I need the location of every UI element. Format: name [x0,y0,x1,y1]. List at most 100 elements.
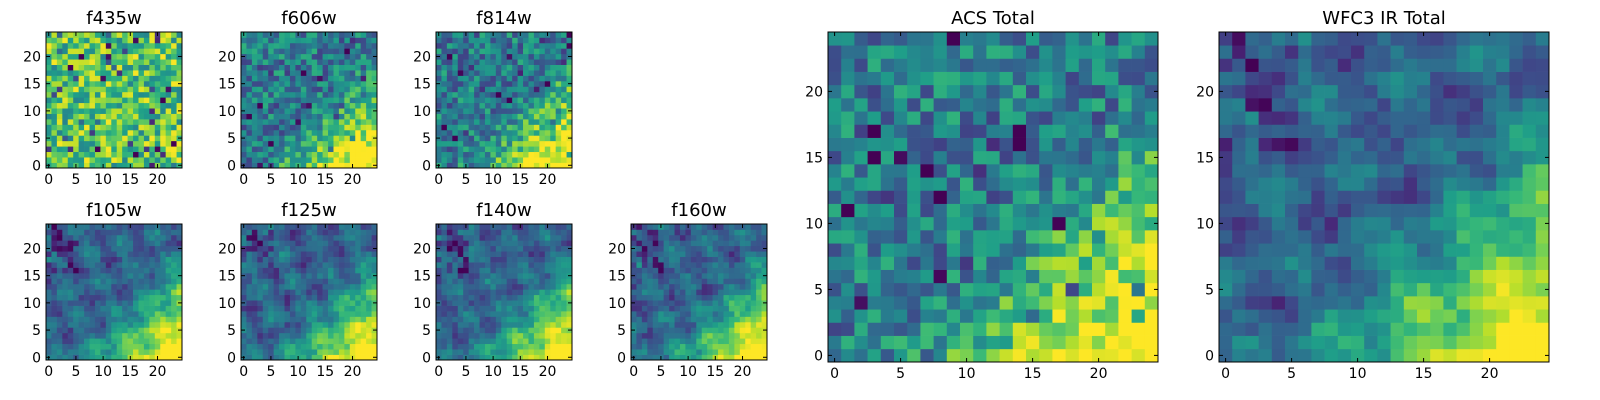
heatmap-cell [149,157,156,163]
heatmap-cell [1026,348,1040,363]
heatmap-cell [360,140,367,147]
heatmap-cell [652,224,659,230]
heatmap-cell [317,48,323,55]
heatmap-cell [1012,216,1027,231]
heatmap-cell [457,151,464,158]
heatmap-cell [528,229,535,236]
heatmap-cell [289,289,296,296]
heatmap-cell [750,234,757,241]
heatmap-cell [707,327,713,334]
heatmap-cell [544,294,551,301]
heatmap-cell [457,305,464,312]
heatmap-cell [555,245,562,252]
heatmap-cell [495,240,502,247]
heatmap-cell [268,300,274,306]
heatmap-cell [1131,216,1146,231]
heatmap-cell [366,162,372,169]
heatmap-cell [366,97,372,104]
heatmap-cell [165,332,172,339]
heatmap-cell [73,75,79,82]
x-tick-label: 10 [484,172,502,188]
heatmap-cell [344,59,351,65]
heatmap-cell [756,262,762,268]
heatmap-cell [468,64,475,71]
heatmap-cell [474,119,480,125]
heatmap-cell [712,240,719,247]
heatmap-cell [566,338,573,345]
heatmap-cell [154,86,161,93]
heatmap-cell [707,267,713,274]
heatmap-cell [1131,309,1146,323]
heatmap-cell [127,80,134,87]
y-tick-label: 0 [422,158,431,174]
heatmap-cell [311,245,318,252]
heatmap-cell [457,157,464,163]
heatmap-cell [84,91,90,98]
heatmap-cell [1065,243,1080,257]
heatmap-cell [171,135,177,142]
heatmap-cell [67,321,74,328]
heatmap-cell [696,327,703,334]
heatmap-cell [723,321,730,328]
heatmap-cell [986,150,1000,165]
heatmap-cell [355,32,362,38]
heatmap-cell [67,146,74,153]
heatmap-cell [441,229,448,236]
heatmap-cell [322,289,329,296]
heatmap-cell [279,146,285,153]
heatmap-cell [561,91,567,98]
heatmap-cell [300,119,307,125]
heatmap-cell [171,316,177,323]
heatmap-cell [127,343,134,350]
heatmap-cell [463,97,469,104]
heatmap-cell [647,332,654,339]
heatmap-cell [436,251,442,257]
heatmap-cell [176,37,183,44]
heatmap-cell [73,124,79,131]
heatmap-cell [907,256,921,270]
heatmap-cell [344,157,351,163]
heatmap-cell [696,343,703,350]
heatmap-cell [490,300,497,306]
heatmap-cell [111,321,118,328]
heatmap-cell [62,251,69,257]
heatmap-cell [56,119,63,125]
heatmap-cell [495,140,502,147]
heatmap-cell [652,300,659,306]
heatmap-cell [56,245,63,252]
heatmap-cell [78,256,85,263]
x-tick-label: 0 [434,172,443,188]
heatmap-cell [127,113,134,120]
heatmap-cell [171,251,177,257]
heatmap-cell [338,42,345,49]
heatmap-cell [696,240,703,247]
heatmap-cell [78,321,85,328]
heatmap-cell [647,229,654,236]
heatmap-cell [289,91,296,98]
heatmap-cell [46,113,52,120]
heatmap-cell [328,108,334,114]
heatmap-cell [300,278,307,285]
heatmap-cell [544,140,551,147]
heatmap-cell [690,338,697,345]
heatmap-cell [338,135,345,142]
heatmap-cell [289,343,296,350]
heatmap-cell [273,140,280,147]
heatmap-cell [523,262,529,268]
heatmap-cell [268,37,274,44]
heatmap-cell [457,349,464,355]
heatmap-cell [555,32,562,38]
heatmap-cell [452,97,459,104]
heatmap-cell [658,338,664,345]
heatmap-cell [284,151,291,158]
heatmap-cell [685,229,692,236]
heatmap-cell [880,177,895,191]
heatmap-cell [149,113,156,120]
heatmap-cell [674,305,681,312]
heatmap-cell [718,245,724,252]
heatmap-cell [652,349,659,355]
heatmap-cell [160,240,167,247]
heatmap-cell [528,224,535,230]
heatmap-cell [251,102,258,109]
